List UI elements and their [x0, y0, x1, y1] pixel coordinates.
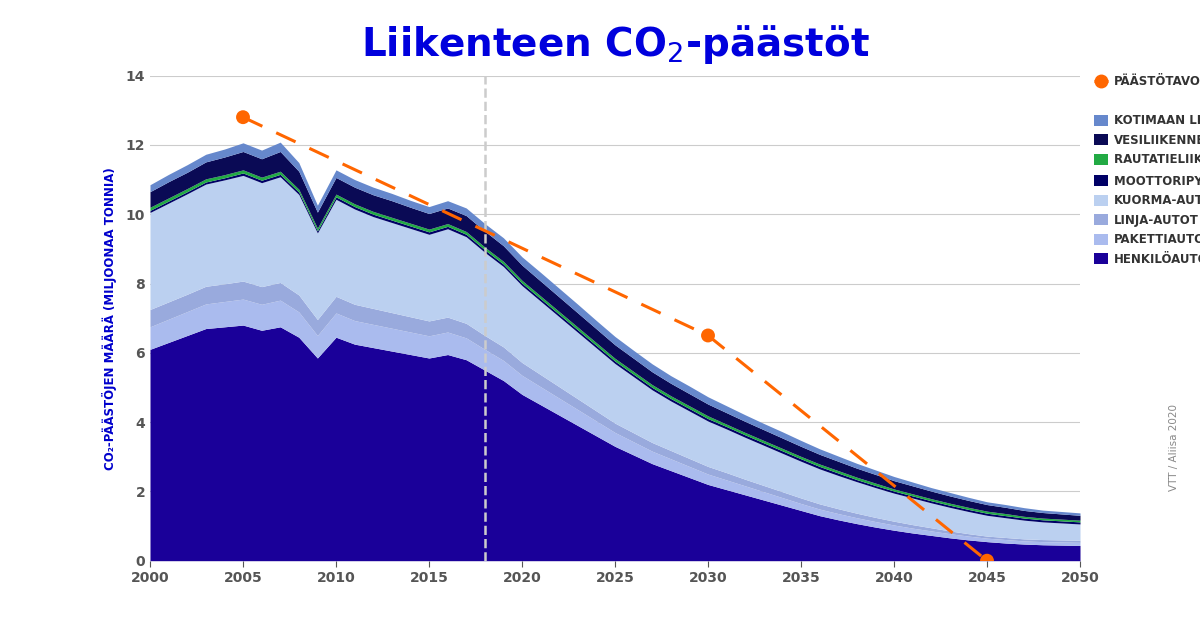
- Y-axis label: CO₂-PÄÄSTÖJEN MÄÄRÄ (MILJOONAA TONNIA): CO₂-PÄÄSTÖJEN MÄÄRÄ (MILJOONAA TONNIA): [102, 167, 118, 469]
- Legend: PÄÄSTÖTAVOITTEET, , KOTIMAAN LENTOLIIKENNE, VESILIIKENNE, RAUTATIELIIKENNE (DIES: PÄÄSTÖTAVOITTEET, , KOTIMAAN LENTOLIIKEN…: [1091, 72, 1200, 269]
- Title: Liikenteen CO$_2$-päästöt: Liikenteen CO$_2$-päästöt: [361, 23, 869, 66]
- Text: VTT / Aliisa 2020: VTT / Aliisa 2020: [1169, 404, 1178, 491]
- Point: [698, 330, 718, 340]
- Point: [233, 112, 253, 122]
- Point: [977, 556, 996, 566]
